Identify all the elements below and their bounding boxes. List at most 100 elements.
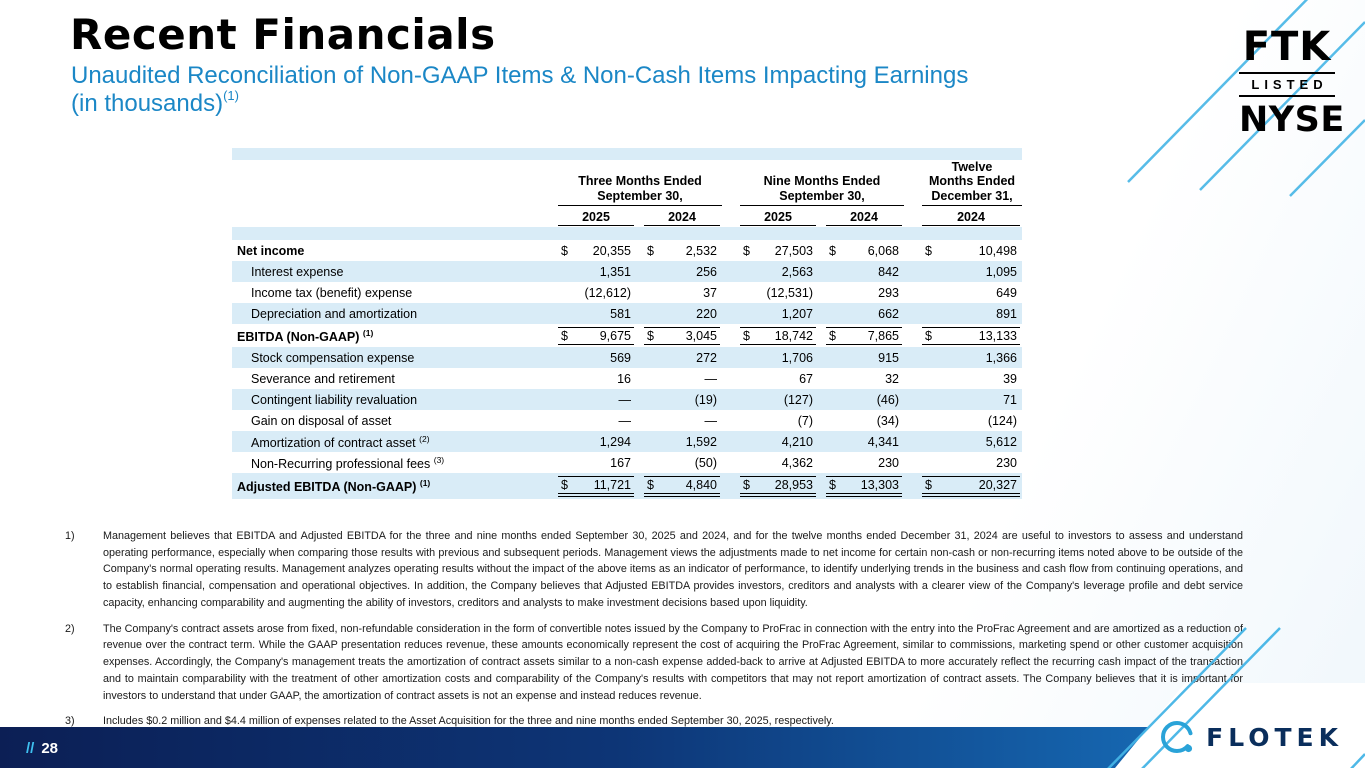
row-value: 71	[914, 389, 1022, 411]
row-value: $4,840	[636, 473, 722, 500]
footnote-text: Management believes that EBITDA and Adju…	[103, 530, 1243, 609]
table-row: Stock compensation expense 569 272 1,706 915…	[232, 347, 1022, 369]
row-value: 4,362	[781, 455, 813, 470]
table-row: Adjusted EBITDA (Non-GAAP) (1) $11,721 $4,…	[232, 473, 1022, 500]
column-gap	[722, 347, 732, 369]
nyse-label: NYSE	[1239, 100, 1345, 140]
year-header: 2024	[818, 206, 904, 227]
ticker-symbol: FTK	[1242, 24, 1332, 70]
row-value: —	[618, 413, 632, 428]
year-header: 2024	[914, 206, 1022, 227]
column-gap	[722, 240, 732, 261]
row-value: 37	[703, 285, 717, 300]
row-label: Adjusted EBITDA (Non-GAAP) (1)	[232, 473, 550, 500]
table-header-groups: Three Months Ended September 30, Nine Mont…	[232, 160, 1022, 207]
page-number-value: 28	[41, 740, 59, 757]
row-value: $9,675	[550, 324, 636, 347]
table-row: Gain on disposal of asset — — (7) (34) (124)	[232, 410, 1022, 431]
column-gap	[722, 324, 732, 347]
row-value: 4,341	[818, 431, 904, 453]
row-value: 32	[885, 371, 899, 386]
column-gap	[722, 160, 732, 206]
column-gap	[722, 206, 732, 227]
row-value: 5,612	[914, 431, 1022, 453]
row-value: $2,532	[647, 243, 717, 258]
row-value: $18,742	[732, 324, 818, 347]
footnote: 1) Management believes that EBITDA and Ad…	[65, 528, 1243, 612]
row-value: (7)	[797, 413, 813, 428]
column-gap	[722, 368, 732, 389]
footnote-number: 2)	[65, 622, 75, 635]
table-row: Net income $20,355 $2,532 $27,503 $6,068 $10,…	[232, 240, 1022, 261]
column-gap	[904, 282, 914, 303]
row-value: 1,294	[550, 431, 636, 453]
row-value: 842	[818, 261, 904, 283]
column-gap	[904, 261, 914, 283]
footnote-number: 1)	[65, 530, 75, 542]
row-value: 4,210	[732, 431, 818, 453]
column-gap	[904, 240, 914, 261]
row-value: $27,503	[743, 243, 813, 258]
column-gap	[904, 206, 914, 227]
row-value: $3,045	[636, 324, 722, 347]
row-value: (19)	[636, 389, 722, 411]
row-value: 649	[996, 285, 1017, 300]
row-value: 272	[636, 347, 722, 369]
column-gap	[722, 389, 732, 411]
row-value: 581	[550, 303, 636, 325]
row-value: (124)	[987, 413, 1017, 428]
column-group-header: Three Months Ended September 30,	[550, 160, 722, 207]
table-row: Contingent liability revaluation — (19) (12…	[232, 389, 1022, 411]
page-number-slashes: //	[26, 740, 35, 757]
column-gap	[904, 473, 914, 500]
column-gap	[904, 452, 914, 473]
subtitle: Unaudited Reconciliation of Non-GAAP Ite…	[71, 62, 1181, 119]
column-gap	[904, 303, 914, 325]
column-gap	[904, 368, 914, 389]
row-value: 230	[878, 455, 899, 470]
page-number: // 28	[26, 740, 58, 757]
row-value: $11,721	[550, 473, 636, 500]
flotek-logo: FLOTEK	[1158, 718, 1343, 756]
row-value: (12,531)	[766, 285, 813, 300]
row-value: 1,207	[732, 303, 818, 325]
year-header: 2024	[636, 206, 722, 227]
row-value: (46)	[818, 389, 904, 411]
subtitle-line2: (in thousands)	[71, 90, 224, 118]
row-label: Amortization of contract asset (2)	[232, 431, 550, 453]
table-row: Interest expense 1,351 256 2,563 842 1,095	[232, 261, 1022, 283]
row-value: 1,706	[732, 347, 818, 369]
row-value: $28,953	[732, 473, 818, 500]
column-gap	[722, 452, 732, 473]
year-header: 2025	[732, 206, 818, 227]
row-value: —	[704, 413, 718, 428]
column-gap	[904, 431, 914, 453]
row-value: (50)	[694, 455, 717, 470]
subtitle-footnote-ref: (1)	[223, 88, 239, 104]
row-value: 16	[617, 371, 631, 386]
row-value: $20,327	[914, 473, 1022, 500]
row-value: $10,498	[925, 243, 1017, 258]
footnotes: 1) Management believes that EBITDA and Ad…	[65, 528, 1243, 739]
table-row: Non-Recurring professional fees (3) 167 (5…	[232, 452, 1022, 473]
row-value: 67	[799, 371, 813, 386]
column-gap	[722, 431, 732, 453]
row-value: $13,303	[818, 473, 904, 500]
flotek-circle-icon	[1161, 721, 1194, 753]
table-row: EBITDA (Non-GAAP) (1) $9,675 $3,045 $18,742…	[232, 324, 1022, 347]
year-header: 2025	[550, 206, 636, 227]
row-label: Net income	[237, 243, 305, 258]
column-group-header: Twelve Months Ended December 31,	[914, 160, 1022, 207]
table-top-strip	[232, 148, 1022, 160]
column-gap	[722, 303, 732, 325]
row-value: 569	[550, 347, 636, 369]
nyse-listed-logo: FTK LISTED NYSE	[1239, 24, 1345, 140]
row-value: (34)	[876, 413, 899, 428]
row-value: 1,592	[636, 431, 722, 453]
row-value: $7,865	[818, 324, 904, 347]
row-label: Contingent liability revaluation	[232, 389, 550, 411]
row-value: —	[550, 389, 636, 411]
table-row: Severance and retirement 16 — 67 32 39	[232, 368, 1022, 389]
row-value: 1,366	[914, 347, 1022, 369]
